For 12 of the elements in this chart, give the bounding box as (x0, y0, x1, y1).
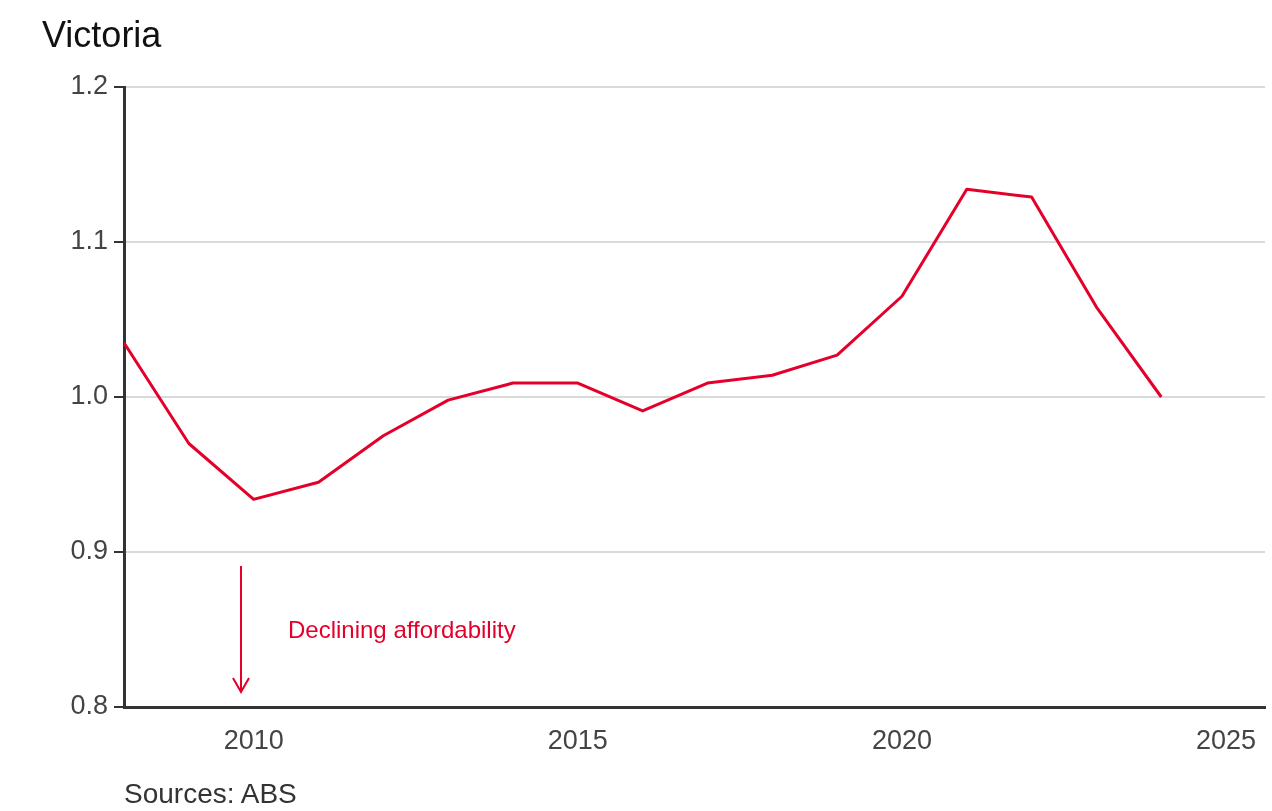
x-tick-label: 2010 (223, 724, 284, 755)
y-tick-label: 1.2 (70, 70, 108, 101)
x-tick-label: 2015 (547, 724, 608, 755)
y-tick-label: 0.9 (70, 535, 108, 566)
x-tick-label: 2025 (1196, 724, 1257, 755)
annotation: Declining affordability (288, 616, 516, 644)
source-note: Sources: ABS (124, 778, 297, 810)
y-tick-label: 1.1 (70, 225, 108, 256)
y-tick-label: 1.0 (70, 380, 108, 411)
chart-title: Victoria (42, 14, 162, 56)
x-tick-label: 2020 (871, 724, 932, 755)
y-tick-label: 0.8 (70, 690, 108, 721)
